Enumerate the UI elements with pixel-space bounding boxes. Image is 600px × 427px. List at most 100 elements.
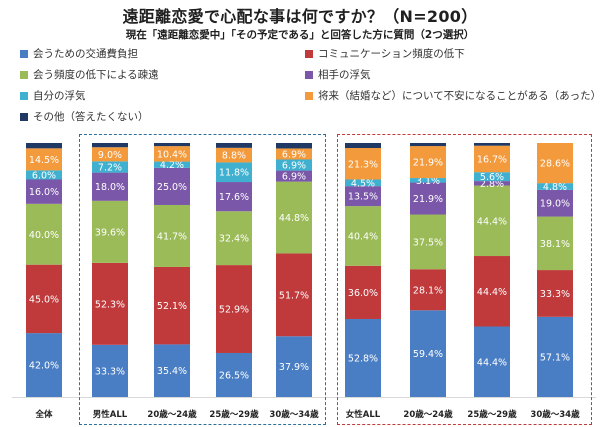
bar-segment xyxy=(345,179,381,187)
bar-segment xyxy=(410,146,446,179)
data-label: 11.8% xyxy=(219,168,249,179)
category-label: 20歳～24歳 xyxy=(147,409,197,420)
data-label: 25.0% xyxy=(157,182,187,193)
data-label: 28.1% xyxy=(413,285,443,296)
data-label: 14.5% xyxy=(29,155,59,166)
bar-segment xyxy=(410,182,446,215)
bar-segment xyxy=(92,172,128,201)
bar-segment xyxy=(92,200,128,263)
data-label: 5.6% xyxy=(480,172,504,183)
data-label: 42.0% xyxy=(29,361,59,372)
data-label: 13.5% xyxy=(348,192,378,203)
category-label: 25歳～29歳 xyxy=(209,409,259,420)
category-label: 25歳～29歳 xyxy=(467,409,517,420)
data-label: 16.0% xyxy=(29,187,59,198)
bar-segment xyxy=(276,253,312,337)
bar-segment xyxy=(26,179,62,204)
data-label: 19.0% xyxy=(540,199,570,210)
category-label: 30歳～34歳 xyxy=(269,409,319,420)
bar-segment xyxy=(537,143,573,184)
bar-segment xyxy=(92,161,128,173)
data-label: 16.7% xyxy=(477,154,507,165)
data-label: 28.6% xyxy=(540,159,570,170)
bar-segment xyxy=(410,269,446,311)
data-label: 33.3% xyxy=(95,366,125,377)
data-label: 6.9% xyxy=(282,149,306,160)
data-label: 40.0% xyxy=(29,230,59,241)
data-label: 44.4% xyxy=(477,357,507,368)
bar-segment xyxy=(216,143,252,148)
category-label: 全体 xyxy=(34,409,53,420)
data-label: 4.8% xyxy=(543,182,567,193)
data-label: 18.0% xyxy=(95,182,125,193)
bar-segment xyxy=(26,170,62,180)
bar-segment xyxy=(345,143,381,149)
female-group-bracket xyxy=(337,134,592,425)
bar-segment xyxy=(154,266,190,345)
data-label: 9.0% xyxy=(98,150,122,161)
bar-segment xyxy=(154,204,190,267)
bar-segment xyxy=(92,262,128,345)
data-label: 2.8% xyxy=(480,179,504,190)
data-label: 38.1% xyxy=(540,239,570,250)
bar-segment xyxy=(474,185,510,257)
data-label: 44.8% xyxy=(279,213,309,224)
bar-segment xyxy=(345,186,381,207)
data-label: 52.9% xyxy=(219,305,249,316)
bar-segment xyxy=(92,344,128,397)
bar-segment xyxy=(26,148,62,171)
bar-segment xyxy=(345,318,381,397)
data-label: 45.0% xyxy=(29,294,59,305)
bar-segment xyxy=(26,143,62,149)
bar-segment xyxy=(276,170,312,182)
bar-segment xyxy=(216,162,252,183)
data-label: 26.5% xyxy=(219,370,249,381)
data-label: 21.3% xyxy=(348,159,378,170)
bar-segment xyxy=(474,145,510,173)
data-label: 36.0% xyxy=(348,288,378,299)
data-label: 44.4% xyxy=(477,287,507,298)
bar-segment xyxy=(276,148,312,160)
bar-segment xyxy=(154,344,190,397)
bar-segment xyxy=(26,333,62,397)
data-label: 33.3% xyxy=(540,289,570,300)
bar-segment xyxy=(474,326,510,397)
bar-segment xyxy=(216,265,252,353)
data-label: 17.6% xyxy=(219,192,249,203)
data-label: 59.4% xyxy=(413,349,443,360)
data-label: 32.4% xyxy=(219,234,249,245)
bar-segment xyxy=(537,189,573,217)
data-label: 40.4% xyxy=(348,231,378,242)
data-label: 21.9% xyxy=(413,194,443,205)
data-label: 4.5% xyxy=(351,178,375,189)
bar-segment xyxy=(474,256,510,327)
bar-segment xyxy=(410,143,446,147)
bar-segment xyxy=(216,147,252,163)
data-label: 3.1% xyxy=(416,176,440,187)
male-group-bracket xyxy=(79,134,326,425)
data-label: 52.3% xyxy=(95,299,125,310)
data-label: 37.5% xyxy=(413,237,443,248)
data-label: 4.2% xyxy=(160,160,184,171)
bar-segment xyxy=(216,211,252,266)
bar-segment xyxy=(154,161,190,168)
bar-segment xyxy=(345,206,381,266)
bar-segment xyxy=(154,167,190,205)
bar-segment xyxy=(216,182,252,212)
bar-segment xyxy=(410,310,446,397)
bar-segment xyxy=(92,147,128,162)
bar-segment xyxy=(26,264,62,334)
data-label: 21.9% xyxy=(413,158,443,169)
bar-segment xyxy=(154,146,190,162)
bar-segment xyxy=(276,143,312,149)
data-label: 6.9% xyxy=(282,172,306,183)
data-label: 52.8% xyxy=(348,353,378,364)
data-label: 41.7% xyxy=(157,231,187,242)
category-label: 男性ALL xyxy=(93,409,128,420)
bar-segment xyxy=(474,143,510,146)
bar-segment xyxy=(537,316,573,397)
category-label: 30歳～34歳 xyxy=(530,409,580,420)
bar-segment xyxy=(276,159,312,171)
data-label: 44.4% xyxy=(477,216,507,227)
